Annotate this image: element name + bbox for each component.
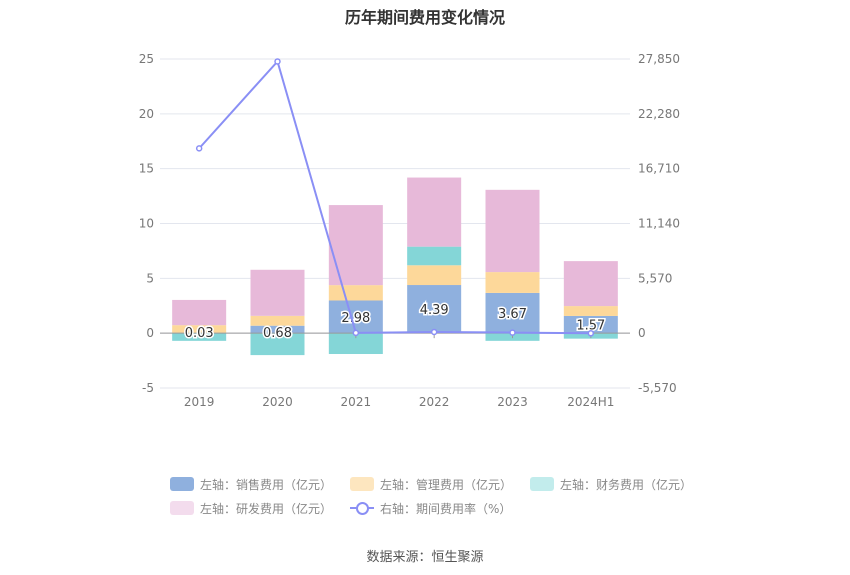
rate-point xyxy=(195,145,203,152)
legend-sales-swatch xyxy=(170,477,194,491)
plot-area: 25 20 15 10 5 0 -5 27,850 22,280 16,710 11,140 5,57… xyxy=(139,52,680,409)
legend-admin[interactable]: 左轴：管理费用（亿元） xyxy=(350,476,512,493)
legend-rd-label: 左轴：研发费用（亿元） xyxy=(200,501,333,516)
rate-point xyxy=(274,58,281,65)
bar-segment-2 xyxy=(407,246,462,266)
bar-segment-1 xyxy=(172,325,227,333)
bar-segment-1 xyxy=(563,306,618,316)
x-tick-label: 2019 xyxy=(184,395,215,409)
y-left-tick-label: 15 xyxy=(139,162,154,176)
y-right-tick-label: 5,570 xyxy=(638,271,672,285)
data-label: 0.68 xyxy=(263,326,292,341)
rate-point xyxy=(352,329,360,337)
x-tick-label: 2023 xyxy=(497,395,528,409)
bar-segment-3 xyxy=(563,261,618,307)
y-right-tick-label: 0 xyxy=(638,326,646,340)
y-left-tick-label: 25 xyxy=(139,52,154,66)
bar-segment-3 xyxy=(485,189,540,273)
chart-legend: 左轴：销售费用（亿元） 左轴：管理费用（亿元） 左轴：财务费用（亿元） 左轴：研… xyxy=(170,472,730,520)
x-tick-label: 2021 xyxy=(341,395,372,409)
source-note: 数据来源：恒生聚源 xyxy=(366,550,484,565)
x-tick-label: 2020 xyxy=(262,395,293,409)
x-tick-label: 2024H1 xyxy=(567,395,614,409)
legend-rate-label: 右轴：期间费用率（%） xyxy=(380,501,512,516)
rate-line xyxy=(198,59,591,335)
data-label: 2.98 xyxy=(341,311,370,326)
bar-segment-0 xyxy=(328,300,383,334)
y-right-tick-label: 16,710 xyxy=(638,162,680,176)
data-label: 3.67 xyxy=(498,307,527,322)
bar-segment-2 xyxy=(328,333,383,355)
data-label: 0.03 xyxy=(185,326,214,341)
chart-title: 历年期间费用变化情况 xyxy=(344,8,505,27)
bar-segment-3 xyxy=(407,177,462,247)
y-left-tick-label: 10 xyxy=(139,217,154,231)
bar-segment-3 xyxy=(172,299,227,326)
legend-rate[interactable]: 右轴：期间费用率（%） xyxy=(350,500,511,517)
rate-point xyxy=(587,330,595,337)
x-tick-label: 2022 xyxy=(419,395,450,409)
bar-segment-1 xyxy=(250,315,305,326)
data-label: 1.57 xyxy=(576,319,605,334)
y-right-tick-label: 22,280 xyxy=(638,107,680,121)
y-left-tick-label: -5 xyxy=(142,381,154,395)
y-right-tick-label: -5,570 xyxy=(638,381,677,395)
data-label: 4.39 xyxy=(420,303,449,318)
bar-segment-1 xyxy=(328,285,383,301)
legend-rd[interactable]: 左轴：研发费用（亿元） xyxy=(170,500,332,517)
legend-admin-label: 左轴：管理费用（亿元） xyxy=(380,477,513,492)
y-right-tick-label: 11,140 xyxy=(638,217,680,231)
bar-segment-2 xyxy=(250,333,305,356)
bar-segment-3 xyxy=(328,205,383,286)
bar-segment-1 xyxy=(485,272,540,293)
legend-finance-label: 左轴：财务费用（亿元） xyxy=(560,477,693,492)
legend-sales[interactable]: 左轴：销售费用（亿元） xyxy=(170,476,332,493)
legend-rate-line-icon xyxy=(350,501,375,515)
y-left-tick-label: 20 xyxy=(139,107,154,121)
rate-point xyxy=(430,328,438,336)
legend-admin-swatch xyxy=(350,477,375,491)
bar-segment-0 xyxy=(563,315,618,334)
bar-segment-1 xyxy=(407,265,462,286)
y-left-tick-label: 0 xyxy=(146,326,154,340)
bar-segment-0 xyxy=(250,325,305,334)
rate-point xyxy=(509,329,516,336)
legend-sales-label: 左轴：销售费用（亿元） xyxy=(200,477,333,492)
y-left-tick-label: 5 xyxy=(146,271,154,285)
legend-finance-swatch xyxy=(530,477,555,491)
y-right-tick-label: 27,850 xyxy=(638,52,680,66)
legend-finance[interactable]: 左轴：财务费用（亿元） xyxy=(530,476,692,493)
bar-segment-0 xyxy=(485,292,540,334)
legend-rd-swatch xyxy=(170,501,194,515)
bar-segment-0 xyxy=(407,285,462,334)
bar-segment-3 xyxy=(250,269,305,316)
